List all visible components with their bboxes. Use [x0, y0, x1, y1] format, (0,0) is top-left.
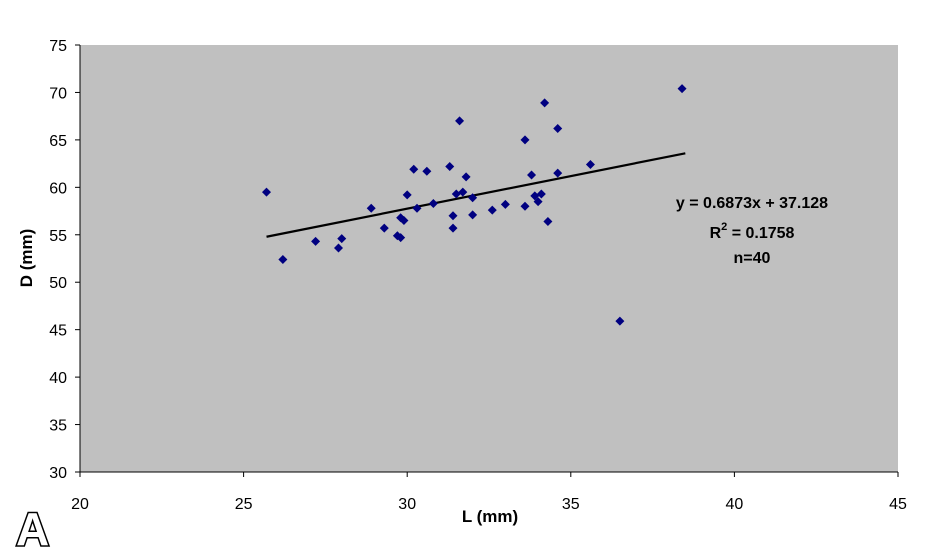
data-point: [553, 124, 563, 134]
r-squared-label: R2 = 0.1758: [710, 221, 795, 242]
x-tick-label: 35: [562, 496, 580, 513]
data-point: [399, 216, 409, 226]
x-tick-label: 40: [726, 496, 744, 513]
data-point: [422, 166, 432, 176]
data-point: [366, 203, 376, 213]
data-point: [428, 198, 438, 208]
y-tick-label: 55: [49, 228, 67, 245]
data-point: [451, 189, 461, 199]
data-point: [412, 203, 422, 213]
data-point: [262, 187, 272, 197]
data-point: [278, 254, 288, 264]
y-tick-label: 70: [49, 85, 67, 102]
x-axis-title: L (mm): [462, 507, 518, 526]
data-point: [536, 189, 546, 199]
y-tick-label: 60: [49, 180, 67, 197]
data-point: [402, 190, 412, 200]
data-point: [396, 233, 406, 243]
y-axis-title: D (mm): [17, 229, 36, 288]
data-point: [615, 316, 625, 326]
data-point: [455, 116, 465, 126]
panel-letter: A: [16, 503, 49, 555]
data-point: [333, 243, 343, 253]
x-tick-label: 30: [398, 496, 416, 513]
data-point: [379, 223, 389, 233]
data-point: [677, 84, 687, 94]
plot-area: [80, 45, 898, 472]
x-tick-label: 20: [71, 496, 89, 513]
data-point: [543, 216, 553, 226]
x-tick-labels: 20 25 30 35 40 45: [71, 472, 907, 513]
data-point: [445, 161, 455, 171]
y-tick-label: 50: [49, 275, 67, 292]
data-point: [337, 234, 347, 244]
y-tick-label: 40: [49, 370, 67, 387]
data-point: [520, 201, 530, 211]
data-points: [262, 84, 687, 326]
data-point: [527, 170, 537, 180]
data-point: [585, 160, 595, 170]
data-point: [553, 168, 563, 178]
data-point: [311, 236, 321, 246]
data-point: [448, 223, 458, 233]
data-point: [461, 172, 471, 182]
data-point: [468, 193, 478, 203]
trendline: [266, 152, 686, 238]
data-point: [409, 164, 419, 174]
data-point: [468, 210, 478, 220]
data-point: [458, 187, 468, 197]
data-point: [448, 211, 458, 221]
y-tick-label: 65: [49, 133, 67, 150]
data-point: [533, 197, 543, 207]
sample-size-label: n=40: [734, 250, 771, 267]
y-tick-labels: 30 35 40 45 50 55 60 65 70 75: [49, 38, 80, 482]
data-point: [487, 205, 497, 215]
y-tick-label: 30: [49, 465, 67, 482]
x-tick-label: 45: [889, 496, 907, 513]
data-point: [540, 98, 550, 108]
x-tick-label: 25: [235, 496, 253, 513]
y-tick-label: 75: [49, 38, 67, 55]
y-tick-label: 45: [49, 323, 67, 340]
data-point: [500, 199, 510, 209]
data-point: [520, 135, 530, 145]
y-tick-label: 35: [49, 418, 67, 435]
regression-equation: y = 0.6873x + 37.128: [676, 195, 828, 212]
